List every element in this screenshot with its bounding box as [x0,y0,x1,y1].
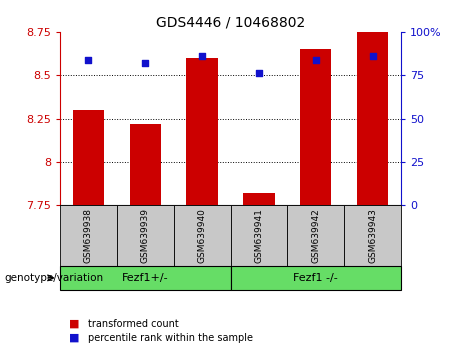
Text: GSM639943: GSM639943 [368,208,377,263]
Bar [174,205,230,266]
Point [369,53,376,59]
Text: GSM639940: GSM639940 [198,208,207,263]
Text: GSM639942: GSM639942 [311,208,320,263]
Bar [300,49,331,205]
Bar [230,266,401,290]
Bar [186,58,218,205]
Bar [230,205,287,266]
Text: Fezf1 -/-: Fezf1 -/- [293,273,338,283]
Text: Fezf1+/-: Fezf1+/- [122,273,169,283]
Text: transformed count: transformed count [88,319,178,329]
Bar [60,205,117,266]
Title: GDS4446 / 10468802: GDS4446 / 10468802 [156,15,305,29]
Point [85,57,92,62]
Text: ■: ■ [69,319,80,329]
Bar [117,205,174,266]
Bar [73,110,104,205]
Bar [344,205,401,266]
Point [312,57,319,62]
Point [255,71,263,76]
Bar [60,266,230,290]
Text: ■: ■ [69,333,80,343]
Text: genotype/variation: genotype/variation [5,273,104,283]
Bar [287,205,344,266]
Bar [357,32,388,205]
Text: GSM639938: GSM639938 [84,208,93,263]
Bar [243,193,275,205]
Point [142,60,149,66]
Point [198,53,206,59]
Text: GSM639939: GSM639939 [141,208,150,263]
Text: GSM639941: GSM639941 [254,208,263,263]
Text: percentile rank within the sample: percentile rank within the sample [88,333,253,343]
Bar [130,124,161,205]
